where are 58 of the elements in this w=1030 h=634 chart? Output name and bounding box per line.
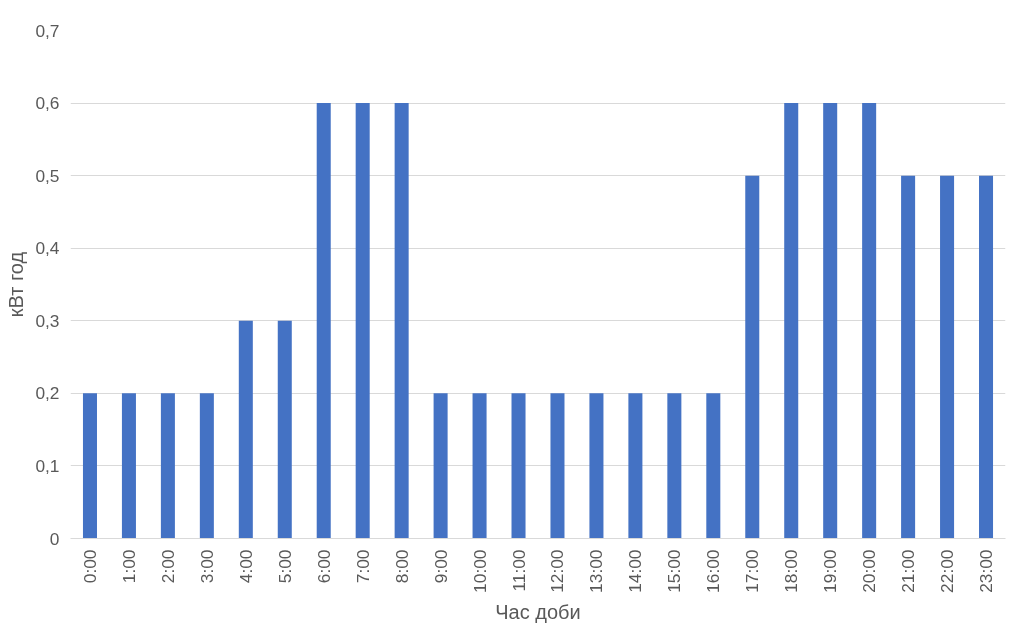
x-tick-label: 8:00 bbox=[391, 549, 412, 584]
y-tick-label: 0,1 bbox=[35, 455, 60, 476]
bar bbox=[862, 103, 877, 539]
y-tick-label: 0,7 bbox=[35, 20, 60, 41]
x-tick-label: 9:00 bbox=[430, 549, 451, 584]
bar bbox=[979, 175, 994, 539]
x-tick-label: 0:00 bbox=[79, 549, 100, 584]
x-tick-label: 17:00 bbox=[742, 549, 763, 593]
y-axis-title: кВт год bbox=[5, 251, 28, 318]
x-tick-label: 3:00 bbox=[196, 549, 217, 584]
x-tick-label: 19:00 bbox=[820, 549, 841, 593]
bar bbox=[745, 175, 760, 539]
bar bbox=[940, 175, 955, 539]
x-tick-label: 23:00 bbox=[976, 549, 997, 593]
x-tick-label: 20:00 bbox=[859, 549, 880, 593]
x-tick-label: 12:00 bbox=[547, 549, 568, 593]
x-tick-label: 4:00 bbox=[235, 549, 256, 584]
bar bbox=[316, 103, 331, 539]
bar bbox=[823, 103, 838, 539]
bar bbox=[160, 393, 175, 539]
bar bbox=[628, 393, 643, 539]
x-axis-title: Час доби bbox=[495, 600, 581, 623]
bar bbox=[511, 393, 526, 539]
y-tick-label: 0,2 bbox=[35, 383, 60, 404]
bar bbox=[121, 393, 136, 539]
bar bbox=[82, 393, 97, 539]
x-tick-label: 5:00 bbox=[274, 549, 295, 584]
x-tick-label: 13:00 bbox=[586, 549, 607, 593]
x-tick-label: 15:00 bbox=[664, 549, 685, 593]
bar bbox=[199, 393, 214, 539]
x-tick-label: 11:00 bbox=[508, 549, 529, 592]
x-tick-label: 21:00 bbox=[898, 549, 919, 593]
x-tick-label: 2:00 bbox=[157, 549, 178, 584]
bar bbox=[472, 393, 487, 539]
x-tick-label: 10:00 bbox=[469, 549, 490, 593]
x-tick-label: 14:00 bbox=[625, 549, 646, 593]
y-tick-label: 0,3 bbox=[35, 310, 60, 331]
bar bbox=[784, 103, 799, 539]
bar bbox=[550, 393, 565, 539]
bar bbox=[394, 103, 409, 539]
y-tick-label: 0,6 bbox=[35, 93, 60, 114]
x-tick-label: 1:00 bbox=[118, 549, 139, 584]
y-tick-label: 0 bbox=[49, 528, 60, 549]
bar bbox=[238, 320, 253, 539]
x-tick-label: 16:00 bbox=[703, 549, 724, 593]
bar bbox=[667, 393, 682, 539]
bar bbox=[706, 393, 721, 539]
bar bbox=[277, 320, 292, 539]
x-tick-label: 22:00 bbox=[937, 549, 958, 593]
bar bbox=[355, 103, 370, 539]
y-tick-label: 0,5 bbox=[35, 165, 60, 186]
bar bbox=[589, 393, 604, 539]
x-tick-label: 6:00 bbox=[313, 549, 334, 584]
bar bbox=[433, 393, 448, 539]
bar bbox=[901, 175, 916, 539]
x-tick-label: 18:00 bbox=[781, 549, 802, 593]
y-tick-label: 0,4 bbox=[35, 238, 60, 259]
x-tick-label: 7:00 bbox=[352, 549, 373, 584]
